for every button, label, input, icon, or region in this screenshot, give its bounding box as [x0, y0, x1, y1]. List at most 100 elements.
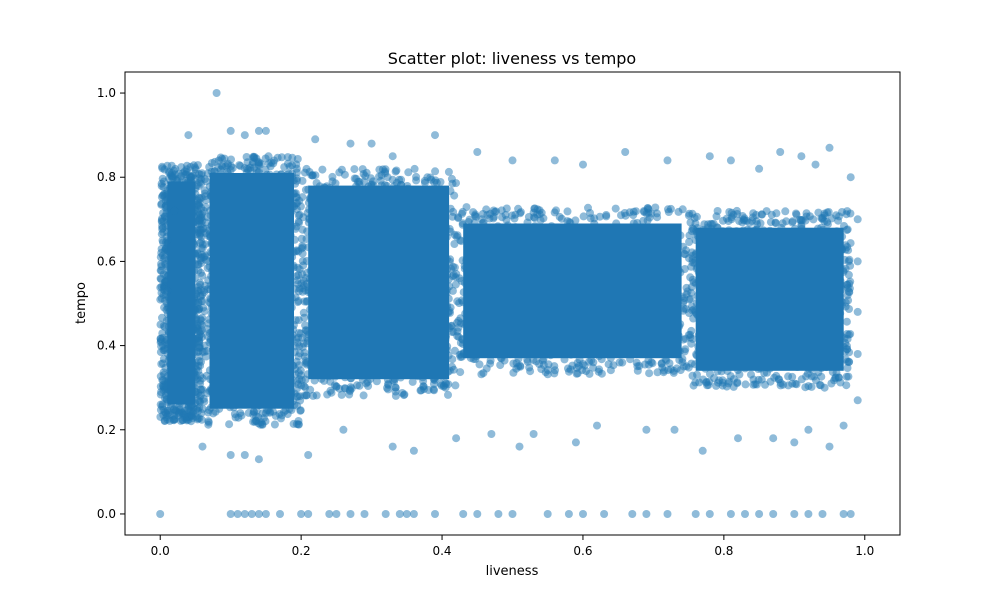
cloud-point — [289, 419, 298, 428]
cloud-point — [645, 369, 654, 378]
data-point — [163, 236, 172, 245]
cloud-point — [381, 169, 390, 178]
data-point — [776, 148, 785, 156]
data-point — [705, 510, 714, 518]
cloud-point — [686, 294, 695, 303]
cloud-point — [688, 255, 697, 264]
data-point — [395, 510, 404, 518]
data-point — [163, 286, 172, 295]
cloud-point — [676, 366, 685, 375]
cloud-point — [230, 410, 239, 418]
data-point — [311, 135, 320, 144]
data-point — [473, 148, 482, 156]
cloud-point — [449, 365, 458, 374]
data-point — [804, 425, 813, 434]
data-point — [240, 510, 249, 518]
data-point — [642, 425, 651, 434]
cloud-point — [718, 376, 727, 385]
cloud-point — [795, 215, 804, 224]
cloud-point — [741, 380, 750, 389]
cloud-point — [362, 379, 371, 388]
cloud-point — [359, 391, 368, 400]
cloud-point — [749, 380, 758, 389]
cloud-point — [659, 368, 668, 377]
data-point — [304, 451, 313, 459]
cloud-point — [392, 166, 401, 175]
data-point — [705, 152, 714, 161]
cloud-point — [187, 410, 196, 419]
data-point — [670, 425, 679, 434]
cloud-point — [687, 339, 696, 348]
data-point — [431, 131, 439, 140]
cloud-point — [739, 215, 748, 224]
cloud-point — [201, 203, 210, 212]
cloud-point — [708, 220, 717, 229]
cloud-point — [615, 358, 624, 367]
cloud-point — [331, 179, 340, 188]
cloud-point — [211, 407, 220, 416]
cloud-point — [691, 219, 700, 228]
data-point — [811, 160, 820, 169]
data-point — [254, 126, 263, 135]
data-point — [698, 446, 707, 455]
cloud-point — [563, 207, 572, 216]
cloud-point — [685, 238, 694, 246]
cloud-point — [550, 362, 559, 371]
cloud-point — [318, 165, 327, 174]
cloud-point — [300, 382, 308, 391]
cloud-point — [416, 386, 425, 395]
x-tick-label: 0.2 — [292, 544, 311, 558]
data-point — [304, 510, 313, 518]
cloud-point — [814, 208, 823, 217]
data-point — [156, 510, 165, 518]
cloud-point — [674, 207, 683, 216]
cloud-point — [688, 371, 697, 380]
y-tick-label: 0.6 — [97, 254, 116, 268]
data-point — [346, 139, 355, 148]
density-band-2 — [297, 164, 460, 400]
cloud-point — [497, 206, 506, 215]
data-point — [600, 510, 609, 518]
cloud-point — [225, 420, 234, 429]
cloud-point — [296, 366, 305, 375]
cloud-point — [158, 402, 167, 411]
cloud-point — [584, 203, 592, 212]
cloud-point — [788, 372, 797, 381]
cloud-point — [713, 207, 722, 215]
cloud-point — [458, 207, 467, 216]
data-point — [226, 451, 235, 459]
cloud-point — [297, 376, 306, 384]
data-point — [628, 510, 637, 518]
x-tick-label: 0.4 — [432, 544, 451, 558]
data-point — [755, 164, 764, 173]
cloud-point — [399, 391, 408, 400]
cloud-point — [762, 207, 771, 216]
cloud-point — [451, 280, 460, 289]
cloud-point — [444, 390, 452, 399]
cloud-point — [158, 174, 167, 183]
cloud-point — [687, 262, 696, 271]
cloud-point — [404, 168, 413, 177]
cloud-core — [308, 185, 450, 380]
y-tick-label: 0.4 — [97, 339, 116, 353]
cloud-point — [685, 209, 694, 218]
cloud-point — [193, 196, 202, 205]
cloud-point — [757, 375, 766, 384]
cloud-point — [358, 165, 367, 174]
y-tick-label: 0.2 — [97, 423, 116, 437]
cloud-point — [442, 379, 451, 388]
data-point — [409, 446, 418, 455]
cloud-point — [300, 352, 309, 361]
data-point — [529, 430, 538, 438]
data-point — [804, 510, 813, 518]
cloud-point — [662, 356, 671, 365]
data-point — [409, 510, 418, 518]
cloud-point — [302, 391, 311, 400]
data-point — [579, 510, 587, 518]
cloud-point — [602, 212, 611, 221]
data-point — [853, 396, 862, 405]
cloud-point — [585, 357, 594, 366]
data-point — [621, 148, 630, 156]
cloud-point — [388, 175, 397, 184]
cloud-point — [456, 338, 465, 347]
